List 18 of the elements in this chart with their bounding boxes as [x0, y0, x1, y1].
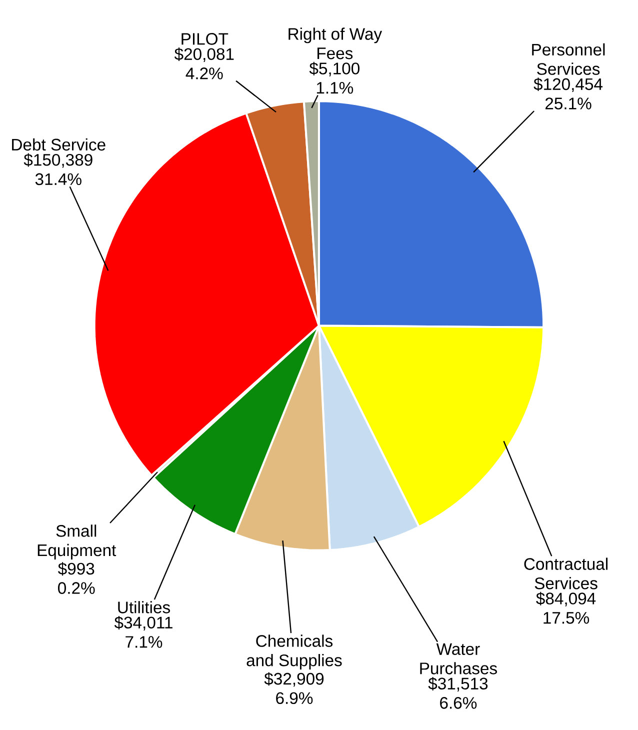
slice-label: Chemicals and Supplies — [246, 634, 342, 670]
data-label: $120,454 25.1% — [534, 78, 603, 110]
data-label: $20,081 4.2% — [174, 48, 234, 80]
slice-label: Utilities — [118, 601, 170, 614]
slice-label: PILOT — [182, 33, 228, 45]
data-label: $34,011 7.1% — [114, 616, 172, 648]
slice-label: Personnel Services — [532, 43, 605, 75]
slice-label: Right of Way Fees — [288, 28, 382, 60]
slice-label: Contractual Services — [524, 558, 608, 590]
slice-label: Debt Service — [12, 138, 106, 151]
slice-label: Water Purchases — [420, 643, 498, 674]
data-label: $32,909 6.9% — [264, 672, 324, 704]
data-label: $993 0.2% — [58, 562, 95, 594]
data-label: $5,100 1.1% — [309, 62, 360, 94]
slice-label: Small Equipment — [38, 524, 116, 560]
data-label: $84,094 17.5% — [536, 592, 596, 624]
data-label: $150,389 31.4% — [24, 153, 92, 186]
data-label: $31,513 6.6% — [428, 676, 488, 709]
